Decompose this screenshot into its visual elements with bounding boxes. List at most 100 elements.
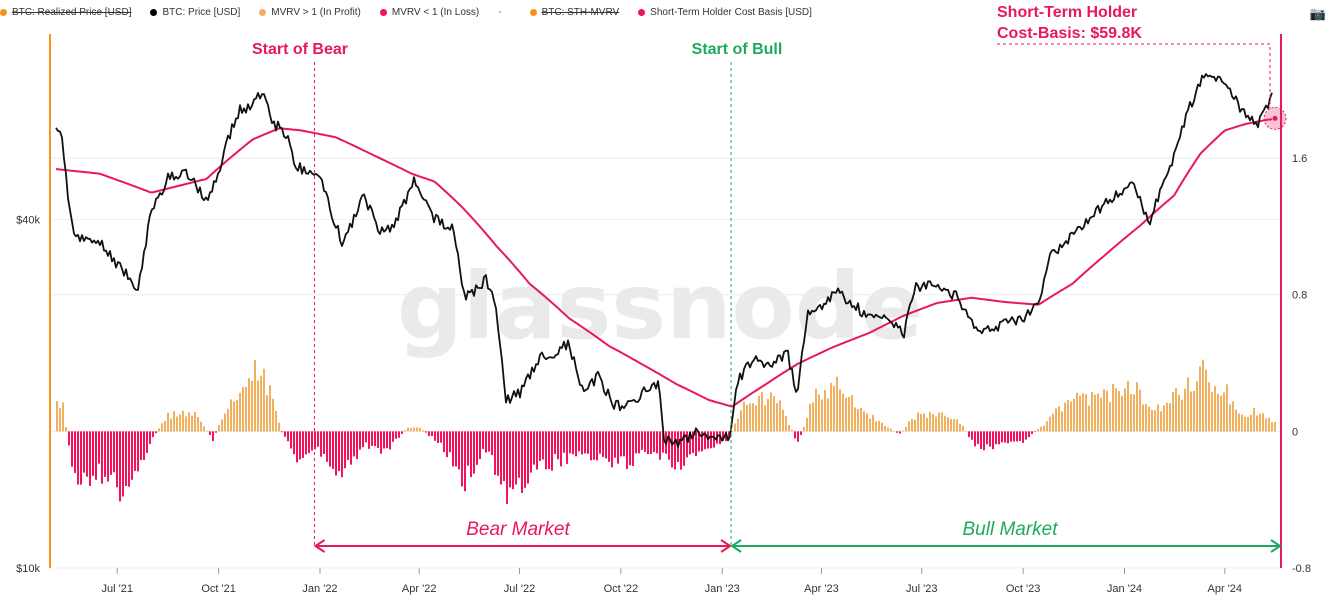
mvrv-bar [194, 411, 196, 432]
mvrv-bar [179, 414, 181, 432]
mvrv-bar [683, 431, 685, 466]
mvrv-bar [341, 431, 343, 478]
mvrv-bar [866, 413, 868, 432]
chart-legend: BTC: Realized Price [USD] BTC: Price [USD… [0, 3, 831, 21]
x-tick-label: Oct '22 [604, 583, 639, 595]
mvrv-bar [263, 368, 265, 432]
mvrv-bar [191, 415, 193, 432]
mvrv-bar [383, 431, 385, 449]
mvrv-bar [701, 431, 703, 452]
mvrv-bar [185, 416, 187, 432]
mvrv-bar [1043, 425, 1045, 432]
mvrv-bar [1094, 394, 1096, 432]
legend-item[interactable]: BTC: Realized Price [USD] [0, 7, 131, 18]
mvrv-bar [1202, 359, 1204, 432]
mvrv-bar [1166, 402, 1168, 432]
legend-item[interactable]: - [498, 7, 501, 18]
mvrv-bar [548, 431, 550, 470]
legend-item[interactable]: Short-Term Holder Cost Basis [USD] [638, 7, 812, 18]
mvrv-bar [509, 431, 511, 488]
mvrv-bar [416, 427, 418, 432]
mvrv-bar [1025, 431, 1027, 440]
mvrv-bar [371, 431, 373, 446]
mvrv-bar [293, 431, 295, 455]
mvrv-bar [1007, 431, 1009, 444]
mvrv-bar [353, 431, 355, 457]
mvrv-bar [119, 431, 121, 502]
mvrv-bar [1058, 406, 1060, 432]
x-tick-label: Jul '22 [504, 583, 535, 595]
mvrv-bar [854, 407, 856, 432]
mvrv-bar [794, 431, 796, 439]
mvrv-bar [425, 431, 427, 433]
bear-arrow-left-head-icon [313, 539, 326, 553]
mvrv-bar [158, 428, 160, 432]
mvrv-bar [1151, 409, 1153, 432]
mvrv-bar [92, 431, 94, 476]
mvrv-bar [71, 431, 73, 467]
x-tick-label: Jan '23 [705, 583, 740, 595]
mvrv-bar [1274, 421, 1276, 432]
mvrv-bar [506, 431, 508, 504]
mvrv-bar [1187, 377, 1189, 432]
mvrv-bar [269, 385, 271, 432]
mvrv-bar [95, 431, 97, 480]
mvrv-bar [767, 399, 769, 432]
mvrv-bar [956, 419, 958, 432]
mvrv-bar [452, 431, 454, 467]
mvrv-bar [908, 421, 910, 432]
mvrv-bar [437, 431, 439, 443]
mvrv-bar [74, 431, 76, 473]
mvrv-bar [893, 430, 895, 432]
mvrv-bar [935, 416, 937, 432]
mvrv-bar [899, 431, 901, 434]
legend-item[interactable]: MVRV < 1 (In Loss) [379, 7, 479, 18]
mvrv-bar [1040, 426, 1042, 432]
mvrv-bar [830, 382, 832, 432]
legend-item[interactable]: BTC: STH-MVRV [529, 7, 619, 18]
mvrv-bar [644, 431, 646, 452]
series-lines [55, 73, 1273, 449]
mvrv-bar [1049, 416, 1051, 432]
mvrv-bar [296, 431, 298, 463]
mvrv-bar [1034, 431, 1036, 432]
mvrv-bar [1241, 414, 1243, 432]
mvrv-bar [1229, 404, 1231, 432]
mvrv-bar [59, 408, 61, 432]
mvrv-bar [1223, 392, 1225, 432]
mvrv-bar [812, 402, 814, 432]
legend-item[interactable]: BTC: Price [USD] [150, 7, 240, 18]
mvrv-bar [1112, 384, 1114, 432]
mvrv-bar [878, 420, 880, 432]
mvrv-bar [1133, 394, 1135, 432]
mvrv-bar [1103, 389, 1105, 432]
mvrv-bar [254, 359, 256, 432]
mvrv-bar [554, 431, 556, 455]
y-left-tick-label: $10k [16, 563, 40, 575]
camera-icon[interactable]: 📷 [1309, 6, 1326, 21]
mvrv-bar [1016, 431, 1018, 442]
mvrv-bar [785, 416, 787, 432]
legend-item[interactable]: MVRV > 1 (In Profit) [259, 7, 361, 18]
x-tick-label: Oct '23 [1006, 583, 1041, 595]
mvrv-bar [836, 376, 838, 432]
mvrv-bar [1136, 382, 1138, 432]
mvrv-bar [995, 431, 997, 445]
mvrv-bar [86, 431, 88, 477]
mvrv-bar [818, 394, 820, 432]
mvrv-bar [800, 431, 802, 436]
mvrv-bar [728, 431, 730, 438]
mvrv-bar [1142, 404, 1144, 432]
mvrv-bar [1079, 395, 1081, 432]
mvrv-bars [56, 359, 1276, 504]
mvrv-bar [152, 431, 154, 437]
mvrv-bar [824, 389, 826, 432]
mvrv-bar [278, 422, 280, 432]
mvrv-bar [233, 401, 235, 432]
mvrv-bar [98, 431, 100, 464]
mvrv-bar [107, 431, 109, 482]
mvrv-bar [695, 431, 697, 456]
mvrv-bar [80, 431, 82, 485]
mvrv-bar [755, 405, 757, 432]
mvrv-bar [560, 431, 562, 467]
